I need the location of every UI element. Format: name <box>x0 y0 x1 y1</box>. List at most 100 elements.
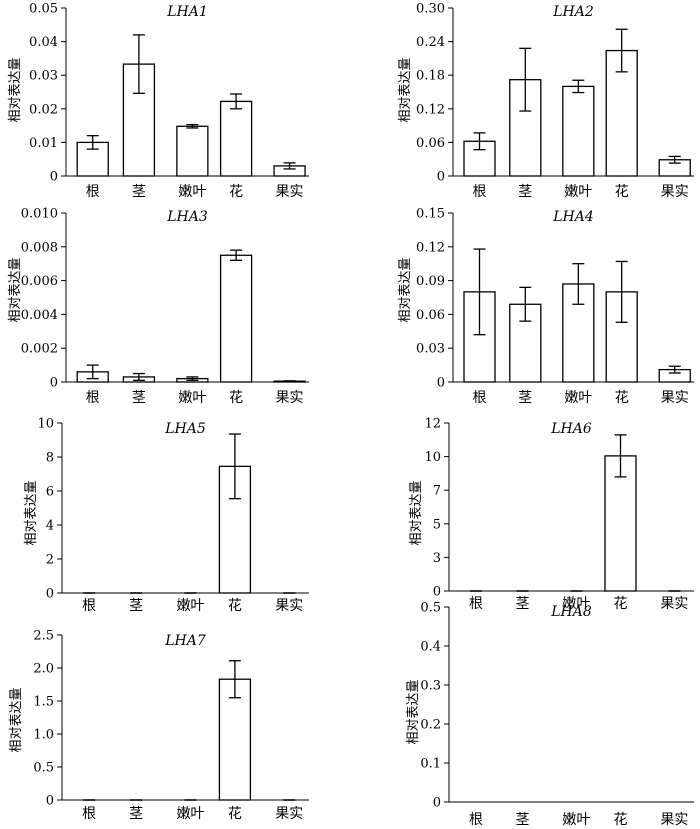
category-label: 根 <box>82 806 96 822</box>
y-tick-label: 1.0 <box>33 728 54 743</box>
y-tick-label: 1.5 <box>33 695 54 710</box>
category-label: 根 <box>82 598 96 614</box>
y-tick-label: 0.03 <box>416 342 445 357</box>
y-tick-label: 0.24 <box>416 35 445 50</box>
category-label: 嫩叶 <box>176 806 204 822</box>
y-tick-label: 3 <box>433 551 441 566</box>
y-tick-label: 0.5 <box>420 601 441 616</box>
y-axis-label: 相对表达量 <box>398 57 413 122</box>
y-tick-label: 10 <box>37 417 54 432</box>
y-tick-label: 12 <box>424 417 441 432</box>
y-tick-label: 0.12 <box>416 240 445 255</box>
y-axis-label: 相对表达量 <box>8 257 23 322</box>
bar-4 <box>604 455 637 592</box>
category-label: 嫩叶 <box>562 596 590 612</box>
y-tick-label: 0.15 <box>416 207 445 222</box>
bar-3 <box>176 125 209 177</box>
category-label: 嫩叶 <box>178 390 206 406</box>
category-label: 茎 <box>129 806 143 822</box>
bar-3 <box>562 85 595 177</box>
y-tick-label: 2.0 <box>33 662 54 677</box>
y-tick-label: 0.06 <box>416 308 445 323</box>
y-tick-label: 0.05 <box>29 2 58 17</box>
category-label: 果实 <box>276 184 304 200</box>
y-tick-label: 0.1 <box>420 757 441 772</box>
y-tick-label: 8 <box>46 451 54 466</box>
category-label: 嫩叶 <box>176 598 204 614</box>
y-tick-label: 0 <box>46 587 54 602</box>
y-axis-label: 相对表达量 <box>409 480 424 545</box>
category-label: 嫩叶 <box>178 184 206 200</box>
chart-title: LHA6 <box>550 421 592 437</box>
y-axis-label: 相对表达量 <box>9 687 24 752</box>
category-label: 根 <box>469 596 483 612</box>
category-label: 果实 <box>275 806 303 822</box>
chart-panel-3: 0 0.002 0.004 0.006 0.008 0.010 根 茎 嫩叶 花 果实 LHA3 相对表… <box>8 207 309 406</box>
y-tick-label: 4 <box>46 519 54 534</box>
y-axis-label: 相对表达量 <box>8 57 23 122</box>
y-tick-label: 2.5 <box>33 629 54 644</box>
category-label: 花 <box>229 184 243 200</box>
chart-title: LHA7 <box>164 633 206 649</box>
chart-title: LHA3 <box>166 209 208 225</box>
y-tick-label: 6 <box>46 485 54 500</box>
category-label: 嫩叶 <box>564 390 592 406</box>
bar-1 <box>463 291 496 383</box>
y-tick-label: 0.09 <box>416 274 445 289</box>
category-label: 根 <box>469 812 483 828</box>
category-label: 花 <box>615 390 629 406</box>
chart-panel-8: 0 0.1 0.2 0.3 0.4 0.5 根 茎 嫩叶 花 果实 LHA8 相对表达量 <box>406 601 694 828</box>
chart-panel-6: 0 3 5 7 10 12 根 茎 嫩叶 花 果实 LHA6 相对表达量 <box>409 417 694 612</box>
y-tick-label: 0.3 <box>420 679 441 694</box>
category-label: 茎 <box>132 184 146 200</box>
y-tick-label: 0.008 <box>21 240 58 255</box>
y-tick-label: 0.04 <box>29 35 58 50</box>
bar-4 <box>218 678 252 801</box>
category-label: 嫩叶 <box>562 812 590 828</box>
y-tick-label: 0.2 <box>420 718 441 733</box>
category-label: 果实 <box>660 596 688 612</box>
y-tick-label: 0 <box>433 585 441 600</box>
category-label: 根 <box>86 184 100 200</box>
category-label: 花 <box>614 596 628 612</box>
category-label: 花 <box>229 390 243 406</box>
category-label: 花 <box>615 184 629 200</box>
category-label: 根 <box>473 184 487 200</box>
category-label: 茎 <box>516 812 530 828</box>
y-axis-label: 相对表达量 <box>406 679 421 744</box>
y-tick-label: 0 <box>437 376 445 391</box>
category-label: 嫩叶 <box>564 184 592 200</box>
category-label: 果实 <box>275 598 303 614</box>
category-label: 茎 <box>518 390 532 406</box>
y-tick-label: 0.006 <box>21 274 58 289</box>
bar-4 <box>219 100 253 177</box>
y-tick-label: 10 <box>424 450 441 465</box>
y-tick-label: 0.002 <box>21 342 58 357</box>
y-tick-label: 0 <box>50 376 58 391</box>
category-label: 茎 <box>129 598 143 614</box>
chart-title: LHA2 <box>552 4 594 20</box>
bar-4 <box>219 254 253 383</box>
y-tick-label: 0.02 <box>29 102 58 117</box>
y-tick-label: 0.12 <box>416 102 445 117</box>
chart-title: LHA1 <box>166 4 208 20</box>
chart-panel-7: 0 0.5 1.0 1.5 2.0 2.5 根 茎 嫩叶 花 果实 LHA7 相对表达量 <box>9 629 309 822</box>
chart-panel-1: 0 0.01 0.02 0.03 0.04 0.05 根 茎 嫩叶 花 果实 LHA1 相对表达量 <box>8 2 309 200</box>
chart-title: LHA5 <box>164 421 206 437</box>
category-label: 果实 <box>276 390 304 406</box>
y-tick-label: 0.30 <box>416 2 445 17</box>
category-label: 花 <box>228 598 242 614</box>
category-label: 茎 <box>516 596 530 612</box>
category-label: 花 <box>614 812 628 828</box>
category-label: 根 <box>86 390 100 406</box>
y-tick-label: 2 <box>46 553 54 568</box>
category-label: 果实 <box>660 812 688 828</box>
category-label: 果实 <box>661 390 689 406</box>
chart-panel-4: 0 0.03 0.06 0.09 0.12 0.15 根 茎 嫩叶 花 果实 LHA4 相对表达量 <box>398 207 694 406</box>
category-label: 根 <box>473 390 487 406</box>
chart-title: LHA8 <box>550 604 592 620</box>
category-label: 茎 <box>132 390 146 406</box>
y-tick-label: 0.010 <box>21 207 58 222</box>
y-tick-label: 5 <box>433 517 441 532</box>
